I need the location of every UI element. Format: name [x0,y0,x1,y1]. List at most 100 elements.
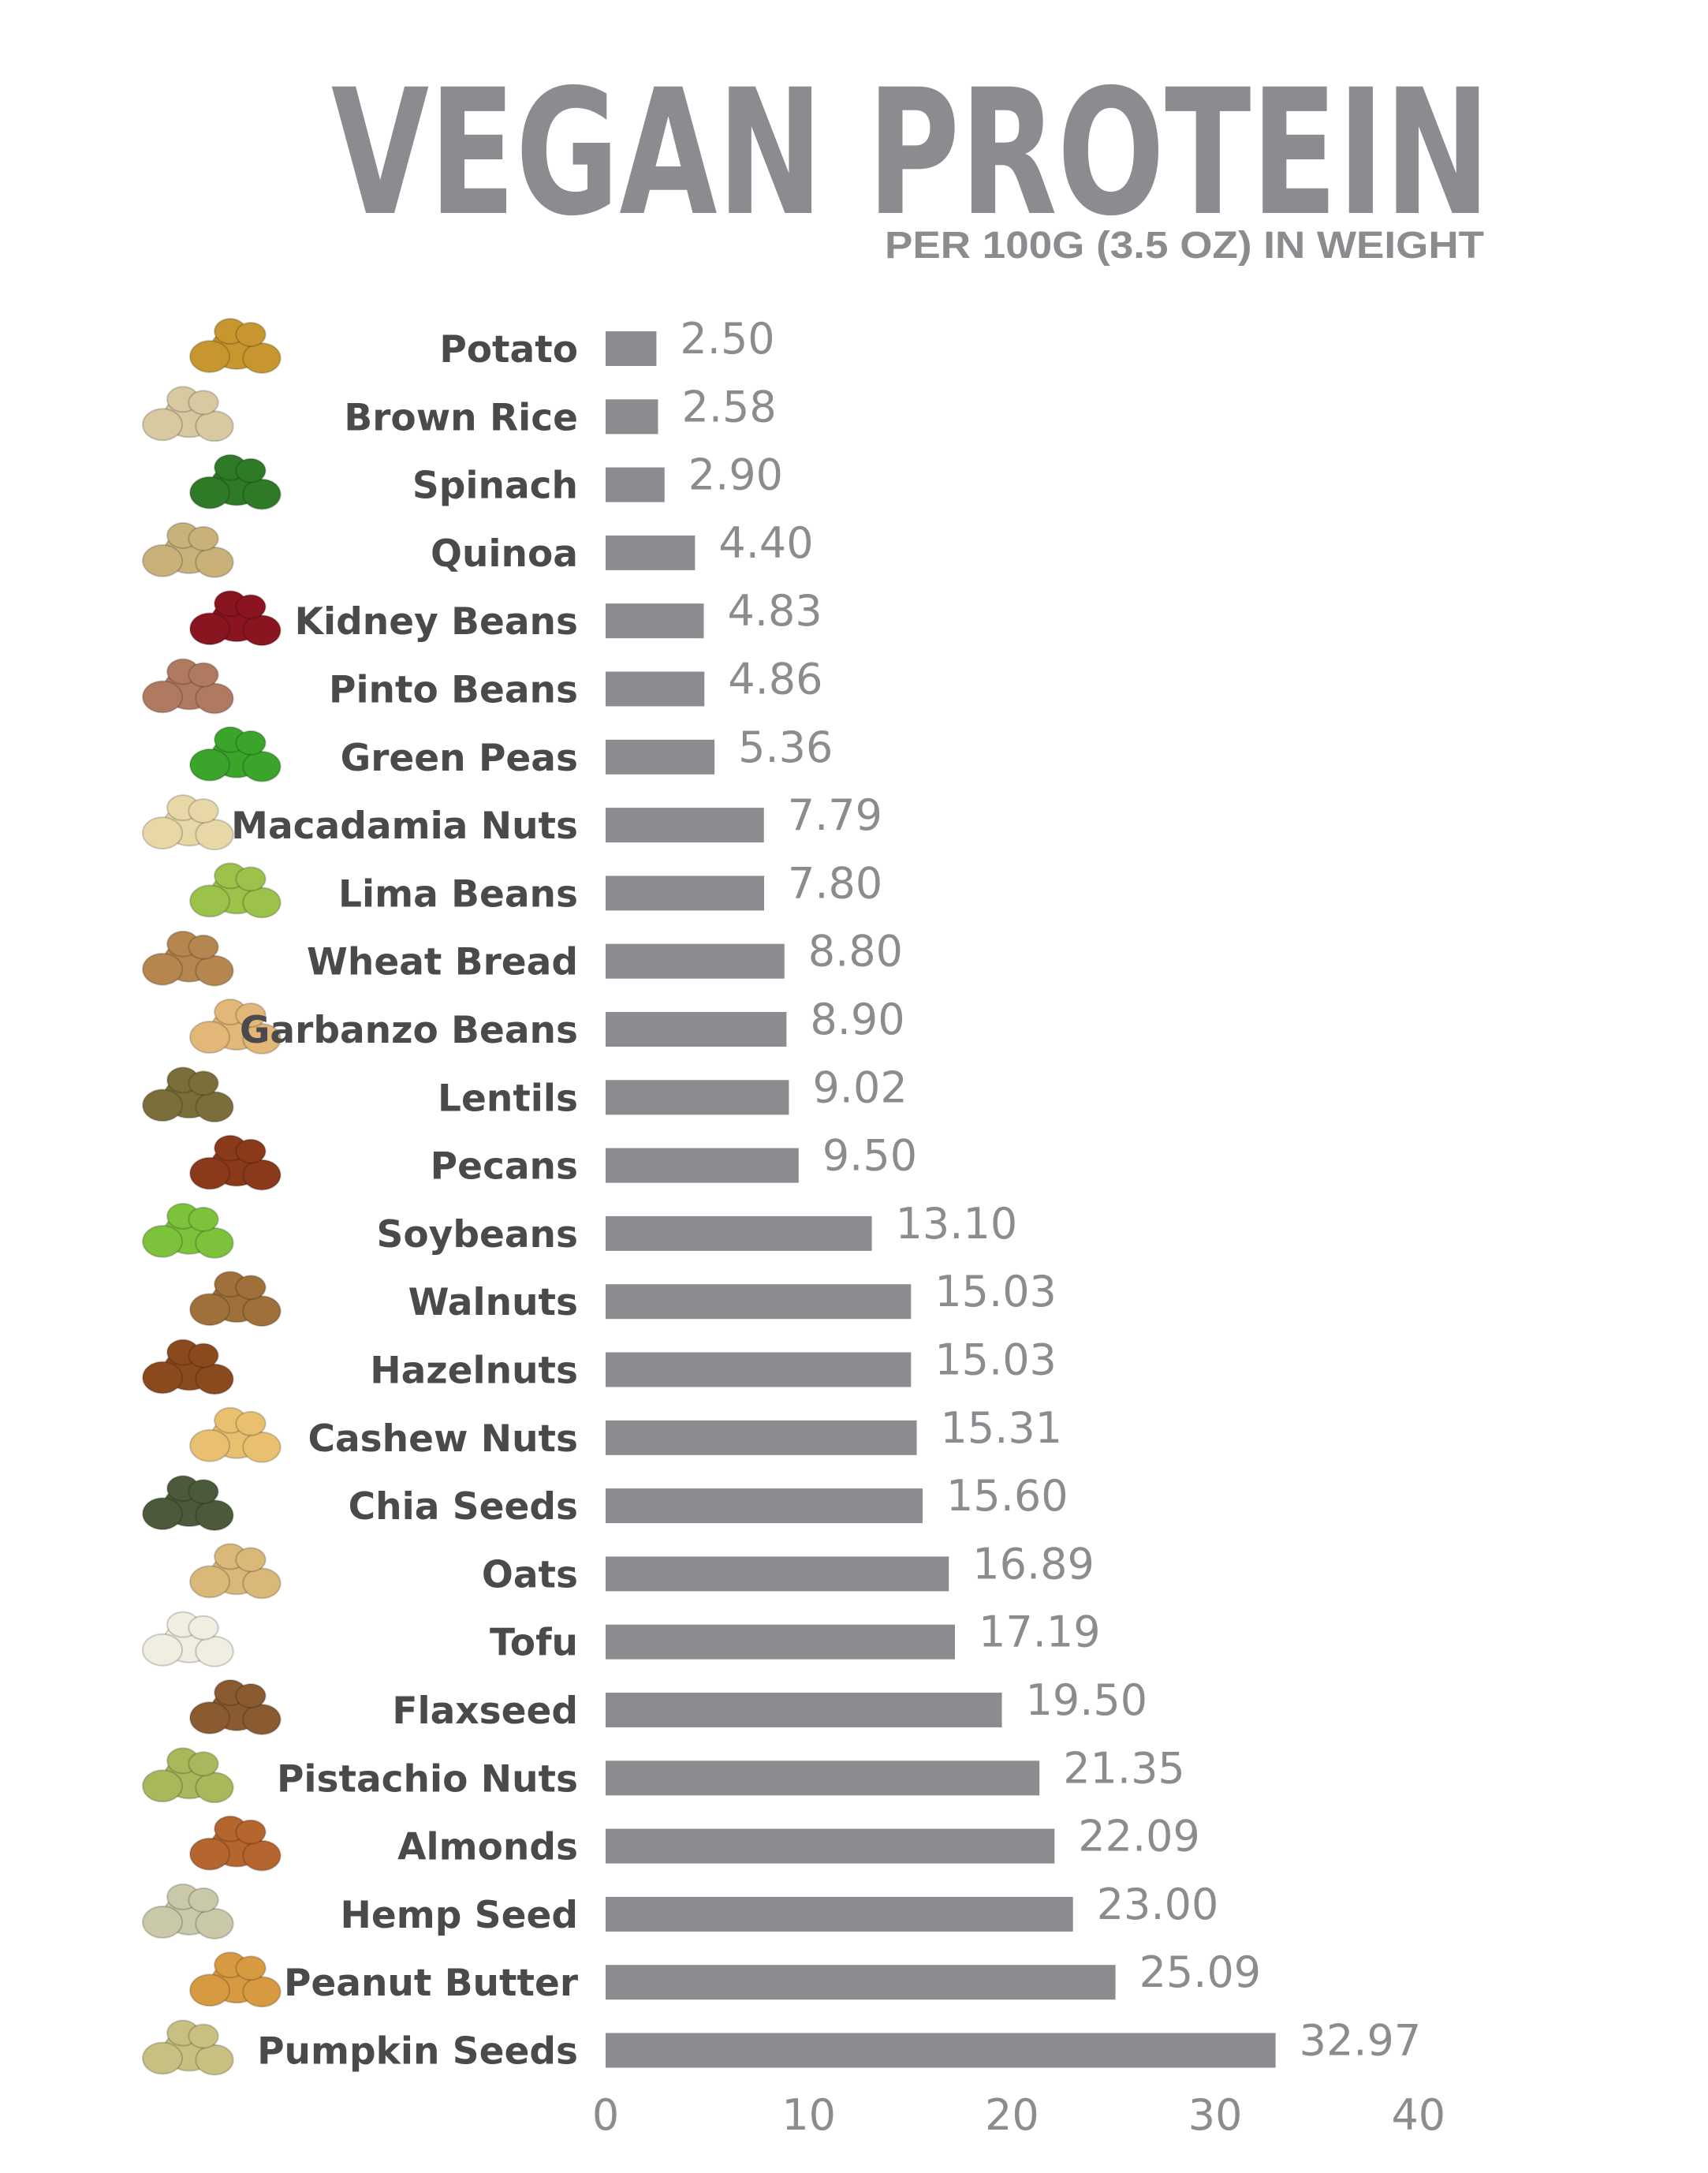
bar-garbanzo-beans [606,1012,787,1047]
pistachio-nuts-icon [142,1747,234,1804]
bar-potato [606,331,657,366]
bars-group: Potato 2.50 Brown Rice 2.58 Spinach 2.90 Quino… [231,314,1421,2074]
value-label-peanut-butter: 25.09 [1139,1947,1262,1997]
value-label-kidney-beans: 4.83 [727,586,822,636]
lima-beans-icon [189,862,282,919]
kidney-beans-icon [189,590,282,647]
category-label-flaxseed: Flaxseed [392,1689,578,1733]
walnuts-icon [189,1271,282,1327]
category-label-green-peas: Green Peas [341,737,578,780]
x-tick-label-0: 0 [592,2090,619,2140]
value-label-spinach: 2.90 [688,450,783,500]
macadamia-nuts-icon [142,794,234,851]
value-label-almonds: 22.09 [1078,1812,1200,1861]
value-label-flaxseed: 19.50 [1026,1675,1148,1725]
chart-title: VEGAN PROTEIN [331,52,1490,254]
bar-pumpkin-seeds [606,2033,1276,2068]
bar-pecans [606,1148,799,1183]
category-label-kidney-beans: Kidney Beans [295,600,578,644]
category-label-cashew-nuts: Cashew Nuts [308,1417,578,1461]
value-label-brown-rice: 2.58 [681,382,776,431]
lentils-icon [142,1066,234,1123]
green-peas-icon [189,726,282,782]
almonds-icon [189,1815,282,1872]
bar-lentils [606,1080,789,1115]
category-label-brown-rice: Brown Rice [344,396,578,439]
value-label-quinoa: 4.40 [718,518,813,568]
bar-chia-seeds [606,1488,923,1524]
bar-wheat-bread [606,943,785,979]
x-tick-label-40: 40 [1391,2090,1445,2140]
bar-hemp-seed [606,1896,1073,1932]
category-label-pumpkin-seeds: Pumpkin Seeds [257,2030,578,2074]
tofu-icon [142,1611,234,1667]
value-label-chia-seeds: 15.60 [946,1471,1068,1521]
value-label-pinto-beans: 4.86 [728,655,822,704]
value-label-hemp-seed: 23.00 [1097,1880,1219,1929]
bar-tofu [606,1624,955,1660]
value-label-pistachio-nuts: 21.35 [1063,1743,1185,1793]
quinoa-icon [142,521,234,578]
oats-icon [189,1543,282,1600]
bar-pinto-beans [606,671,705,707]
value-label-wheat-bread: 8.80 [808,927,903,976]
chart-subtitle: PER 100G (3.5 OZ) IN WEIGHT [885,225,1484,267]
bar-pistachio-nuts [606,1760,1040,1796]
bar-spinach [606,467,665,502]
category-label-almonds: Almonds [397,1826,578,1869]
bar-quinoa [606,535,696,570]
x-tick-label-20: 20 [985,2090,1039,2140]
category-label-lentils: Lentils [438,1077,578,1120]
value-label-soybeans: 13.10 [896,1199,1018,1249]
value-label-lima-beans: 7.80 [788,858,882,908]
bar-oats [606,1556,949,1592]
value-label-macadamia-nuts: 7.79 [788,790,882,840]
category-label-hazelnuts: Hazelnuts [370,1350,578,1393]
value-label-pumpkin-seeds: 32.97 [1300,2016,1422,2066]
category-label-peanut-butter: Peanut Butter [284,1962,579,2005]
category-label-spinach: Spinach [412,465,578,508]
value-label-tofu: 17.19 [979,1607,1101,1657]
bar-hazelnuts [606,1352,912,1387]
x-tick-label-10: 10 [781,2090,836,2140]
pecans-icon [189,1134,282,1191]
hazelnuts-icon [142,1339,234,1395]
chia-seeds-icon [142,1475,234,1532]
category-label-lima-beans: Lima Beans [338,872,578,916]
value-label-lentils: 9.02 [812,1062,907,1112]
potato-icon [189,318,282,374]
bar-green-peas [606,739,715,775]
bar-walnuts [606,1284,912,1320]
soybeans-icon [142,1202,234,1259]
value-label-green-peas: 5.36 [738,722,833,772]
hemp-seed-icon [142,1883,234,1940]
bar-brown-rice [606,399,658,435]
category-label-soybeans: Soybeans [377,1213,578,1256]
pumpkin-seeds-icon [142,2019,234,2076]
value-label-cashew-nuts: 15.31 [941,1403,1063,1453]
flaxseed-icon [189,1679,282,1735]
bar-almonds [606,1828,1055,1864]
value-label-hazelnuts: 15.03 [934,1335,1057,1385]
cashew-nuts-icon [189,1406,282,1463]
category-label-wheat-bread: Wheat Bread [307,941,578,984]
category-label-potato: Potato [439,328,578,372]
bar-soybeans [606,1215,872,1251]
category-label-chia-seeds: Chia Seeds [349,1485,578,1529]
value-label-potato: 2.50 [680,314,774,364]
bar-flaxseed [606,1693,1002,1727]
brown-rice-icon [142,386,234,442]
category-label-pinto-beans: Pinto Beans [329,669,578,712]
value-label-oats: 16.89 [972,1539,1095,1589]
value-label-walnuts: 15.03 [934,1267,1057,1316]
garbanzo-beans-icon [189,999,282,1055]
category-label-macadamia-nuts: Macadamia Nuts [231,805,578,848]
bar-kidney-beans [606,603,704,639]
category-label-quinoa: Quinoa [431,532,578,576]
value-label-pecans: 9.50 [822,1131,917,1181]
category-label-hemp-seed: Hemp Seed [341,1894,578,1937]
bar-peanut-butter [606,1965,1116,2000]
category-label-oats: Oats [482,1553,578,1596]
x-axis: 0 10 20 30 40 [592,2090,1445,2140]
